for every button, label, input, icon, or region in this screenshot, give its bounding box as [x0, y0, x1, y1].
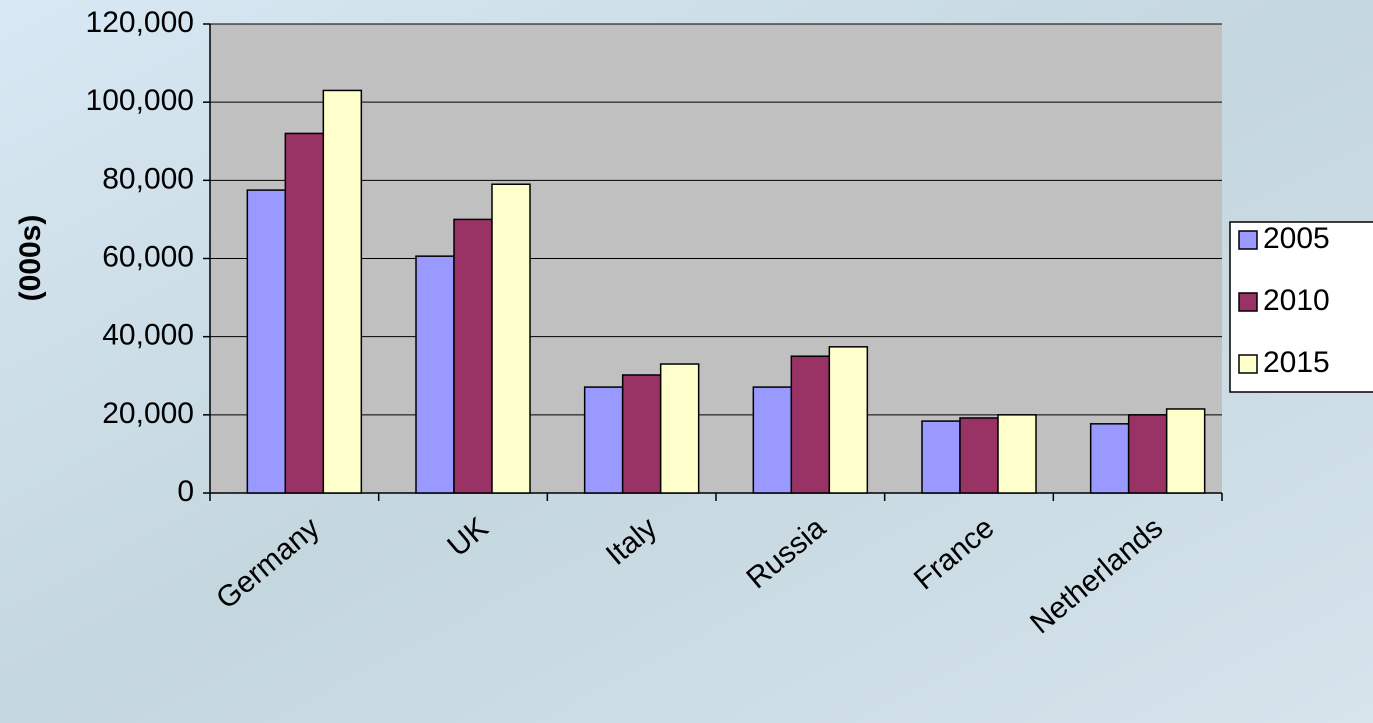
y-axis-label: (000s)	[14, 215, 47, 302]
bar	[491, 183, 531, 494]
bar	[1165, 408, 1206, 494]
bar	[322, 89, 363, 494]
legend-label: 2015	[1263, 346, 1330, 379]
bar	[246, 189, 287, 494]
bar	[921, 420, 961, 494]
bar	[621, 374, 662, 494]
bar	[997, 414, 1037, 494]
legend-swatch	[1238, 292, 1258, 312]
bar	[1127, 414, 1168, 494]
y-tick-label: 100,000	[86, 84, 194, 117]
y-tick-label: 40,000	[102, 319, 194, 352]
bar	[453, 218, 493, 494]
y-tick-label: 60,000	[102, 240, 194, 273]
bar	[1089, 423, 1130, 494]
legend-swatch	[1238, 230, 1258, 250]
bar	[415, 255, 455, 494]
legend-label: 2010	[1263, 284, 1330, 317]
y-tick-label: 20,000	[102, 397, 194, 430]
legend-swatch	[1238, 354, 1258, 374]
bar	[752, 386, 793, 494]
bar	[659, 363, 700, 494]
y-tick-label: 0	[177, 475, 194, 508]
bar	[583, 386, 624, 494]
bar	[959, 417, 999, 494]
bar	[828, 346, 869, 494]
y-tick-label: 80,000	[102, 162, 194, 195]
bar	[790, 355, 831, 494]
bar	[284, 132, 325, 494]
y-tick-label: 120,000	[86, 6, 194, 39]
legend-label: 2005	[1263, 222, 1330, 255]
